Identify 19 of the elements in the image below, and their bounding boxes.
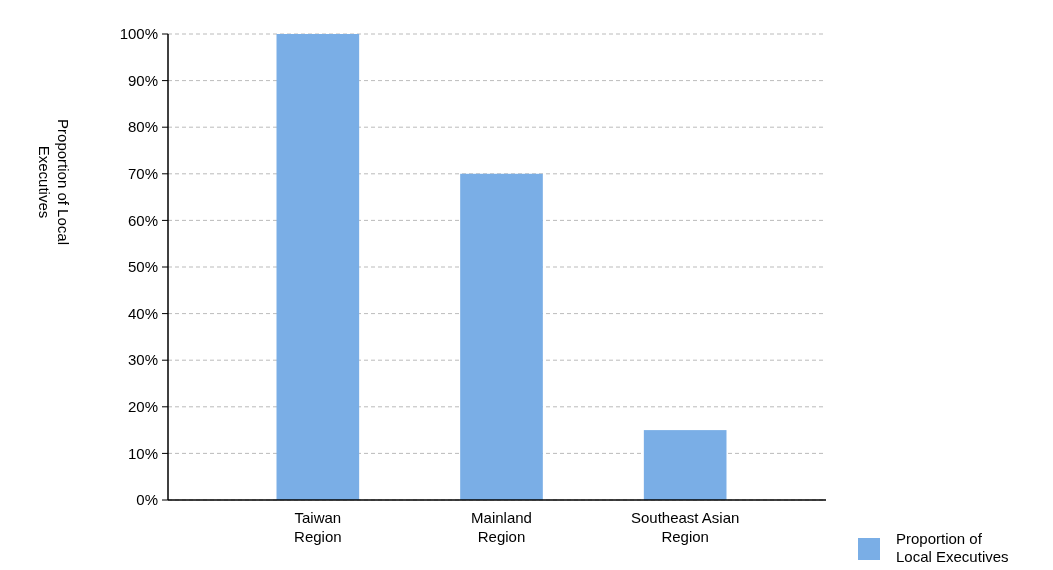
y-tick-label: 60% — [127, 211, 158, 229]
y-tick-label: 80% — [127, 118, 158, 136]
x-tick-label: Taiwan Region — [294, 509, 342, 545]
x-tick-label: Mainland Region — [471, 509, 532, 545]
y-tick-label: 20% — [127, 398, 158, 416]
y-tick-label: 70% — [127, 165, 158, 183]
x-tick-label: Southeast Asian Region — [630, 509, 740, 545]
y-tick-label: 40% — [127, 304, 158, 322]
bar — [276, 34, 360, 500]
y-tick-label: 90% — [127, 71, 158, 89]
y-tick-label: 0% — [136, 491, 158, 509]
y-tick-label: 10% — [127, 444, 158, 462]
y-axis-title: Proportion of Local Executives — [36, 119, 72, 245]
bar — [643, 430, 727, 500]
y-tick-label: 100% — [119, 25, 158, 43]
bar — [460, 173, 543, 500]
y-tick-label: 30% — [127, 351, 158, 369]
y-tick-label: 50% — [127, 258, 158, 276]
legend-label: Proportion of Local Executives — [896, 530, 1009, 565]
